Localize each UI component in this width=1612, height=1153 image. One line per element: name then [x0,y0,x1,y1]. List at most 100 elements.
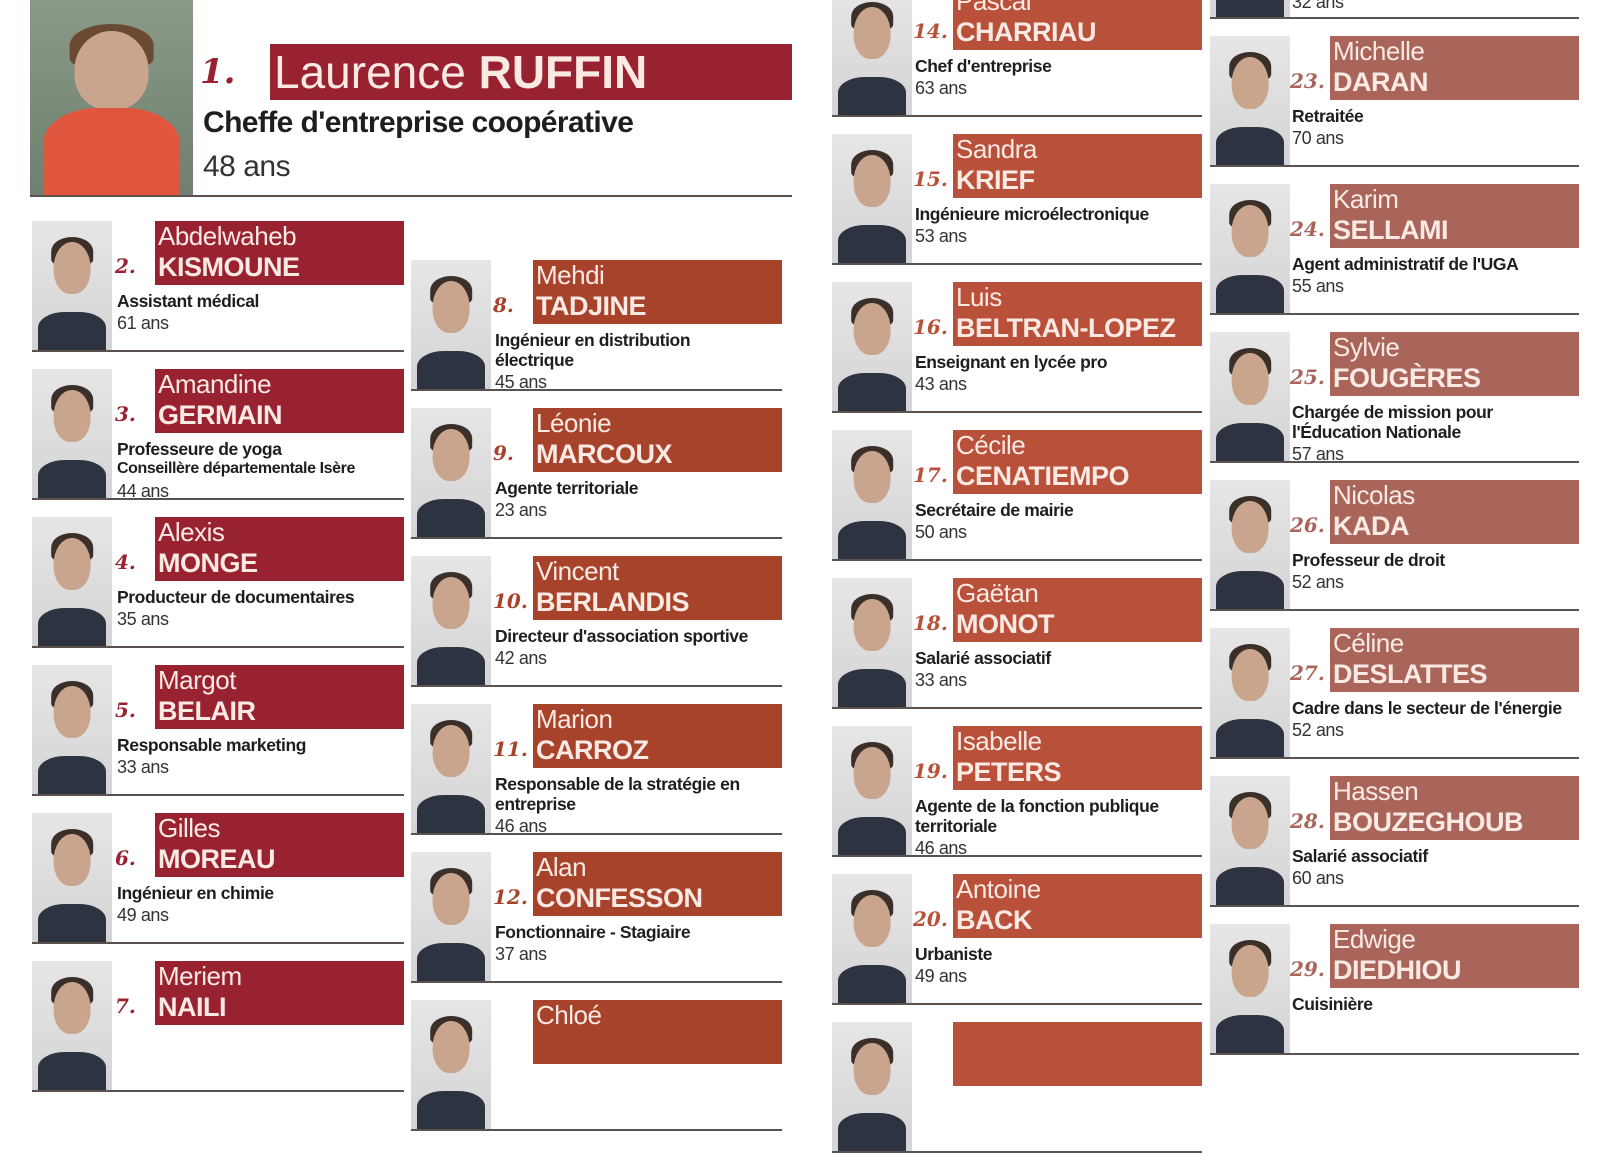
candidate-info: Producteur de documentaires 35 ans [117,587,387,631]
candidate-first-name: Edwige [1333,924,1416,954]
candidate-info: Directeur d'association sportive 42 ans [495,626,765,670]
candidate-last-name: NAILI [158,992,227,1022]
candidate-last-name: BELAIR [158,696,256,726]
candidate-job: Ingénieur en chimie [117,883,274,903]
candidate-photo [1210,332,1290,462]
candidate-name-bar: Edwige DIEDHIOU [1330,924,1579,988]
candidate-name-bar [953,1022,1202,1086]
candidate-number: 16. [913,315,948,339]
candidate-number: 23. [1290,69,1325,93]
candidate-first-name: Isabelle [956,726,1042,756]
candidate-info: Agente territoriale 23 ans [495,478,765,522]
candidate-job: Professeure de yoga [117,439,282,459]
candidate-last-name: CENATIEMPO [956,461,1130,491]
candidate-photo [1210,184,1290,314]
candidate-info: Agent administratif de l'UGA 55 ans [1292,254,1562,298]
candidate-divider [1210,1053,1579,1055]
candidate-last-name: CONFESSON [536,883,703,913]
candidate-photo [32,221,112,351]
candidate-last-name: BERLANDIS [536,587,690,617]
candidate-job: Professeur de droit [1292,550,1445,570]
candidate-number: 27. [1290,661,1325,685]
candidate-job: Ingénieur en distribution électrique [495,330,691,370]
candidate-number: 9. [493,441,514,465]
candidate-job: Chef d'entreprise [915,56,1052,76]
candidate-age: 33 ans [915,670,967,690]
candidate-info: Retraitée 70 ans [1292,106,1562,150]
candidate-info: Assistant médical 61 ans [117,291,387,335]
candidate-divider [411,1129,782,1131]
candidate-info: Ingénieur en distribution électrique 45 a… [495,330,765,394]
candidate-job-secondary: Conseillère départementale Isère [117,460,355,477]
candidate-job: Cuisinière [1292,994,1373,1014]
candidate-first-name: Karim [1333,184,1399,214]
candidate-job: Cadre dans le secteur de l'énergie [1292,698,1562,718]
candidate-job: Producteur de documentaires [117,587,355,607]
candidate-name-bar: Mehdi TADJINE [533,260,782,324]
candidate-job: Responsable marketing [117,735,307,755]
candidate-photo [411,852,491,982]
candidate-divider [832,411,1202,413]
candidate-info: Ingénieure microélectronique 53 ans [915,204,1185,248]
candidate-info: Salarié associatif 33 ans [915,648,1185,692]
candidate-info: Urbaniste 49 ans [915,944,1185,988]
candidate-info: Ingénieur en chimie 49 ans [117,883,387,927]
candidate-photo [411,408,491,538]
candidate-photo [411,704,491,834]
candidate-divider [411,389,782,391]
lead-candidate-last-name: RUFFIN [478,46,648,98]
candidate-age: 57 ans [1292,444,1344,464]
candidate-last-name: FOUGÈRES [1333,363,1481,393]
candidate-photo [1210,924,1290,1054]
candidate-last-name: KADA [1333,511,1410,541]
candidate-photo [1210,776,1290,906]
candidate-last-name: CARROZ [536,735,649,765]
candidate-job: Agente de la fonction publique territori… [915,796,1159,836]
candidate-name-bar: Léonie MARCOUX [533,408,782,472]
candidate-info: Secrétaire de mairie 50 ans [915,500,1185,544]
candidate-age: 45 ans [495,372,547,392]
candidate-divider [32,794,404,796]
candidate-photo [1210,628,1290,758]
candidate-divider [1210,17,1579,19]
candidate-number: 15. [913,167,948,191]
candidate-age: 49 ans [117,905,169,925]
candidate-number: 17. [913,463,948,487]
candidate-first-name: Meriem [158,961,242,991]
candidate-info: 32 ans [1292,0,1562,14]
candidate-last-name: TADJINE [536,291,647,321]
candidate-number: 4. [115,550,136,574]
candidate-divider [832,855,1202,857]
candidate-age: 46 ans [495,816,547,836]
candidate-last-name: GERMAIN [158,400,283,430]
candidate-first-name: Gaëtan [956,578,1039,608]
candidate-first-name: Alexis [158,517,225,547]
candidate-first-name: Cécile [956,430,1026,460]
candidate-number: 14. [913,19,948,43]
candidate-divider [1210,313,1579,315]
candidate-job: Secrétaire de mairie [915,500,1074,520]
candidate-divider [411,833,782,835]
candidate-photo [411,556,491,686]
candidate-first-name: Mehdi [536,260,605,290]
candidate-info: Enseignant en lycée pro 43 ans [915,352,1185,396]
candidate-divider [32,1090,404,1092]
candidate-photo [832,282,912,412]
candidate-age: 35 ans [117,609,169,629]
candidate-first-name: Abdelwaheb [158,221,297,251]
candidate-last-name: KISMOUNE [158,252,300,282]
candidate-first-name: Pascal [956,0,1032,16]
candidate-info: Professeur de droit 52 ans [1292,550,1562,594]
candidate-age: 60 ans [1292,868,1344,888]
candidate-divider [32,350,404,352]
candidate-divider [411,537,782,539]
candidate-number: 19. [913,759,948,783]
candidate-photo [832,430,912,560]
candidate-divider [832,559,1202,561]
candidate-divider [411,981,782,983]
candidate-photo [32,961,112,1091]
candidate-photo [832,0,912,116]
candidate-name-bar: Hassen BOUZEGHOUB [1330,776,1579,840]
candidate-last-name: DARAN [1333,67,1429,97]
candidate-info: Fonctionnaire - Stagiaire 37 ans [495,922,765,966]
